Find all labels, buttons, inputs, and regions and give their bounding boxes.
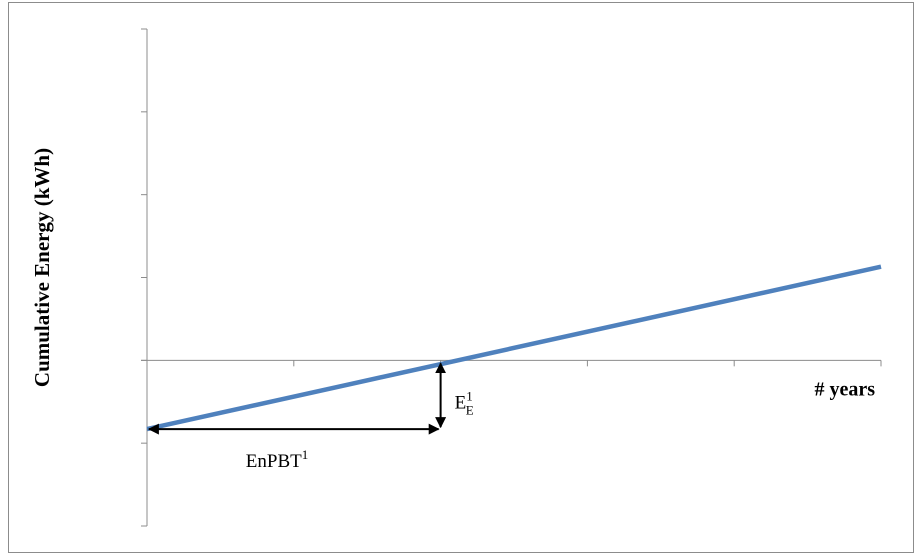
x-ticks — [146, 360, 882, 367]
chart-svg: Cumulative Energy (kWh) # years EnPBT1 E… — [30, 28, 882, 527]
y-axis-label: Cumulative Energy (kWh) — [30, 148, 54, 387]
chart-area: Cumulative Energy (kWh) # years EnPBT1 E… — [8, 2, 914, 553]
series-line — [146, 264, 882, 432]
x-axis-label: # years — [814, 378, 875, 400]
enpbt-label: EnPBT1 — [246, 447, 308, 472]
energy-label: E1 E — [455, 388, 474, 417]
y-ticks — [141, 28, 147, 527]
